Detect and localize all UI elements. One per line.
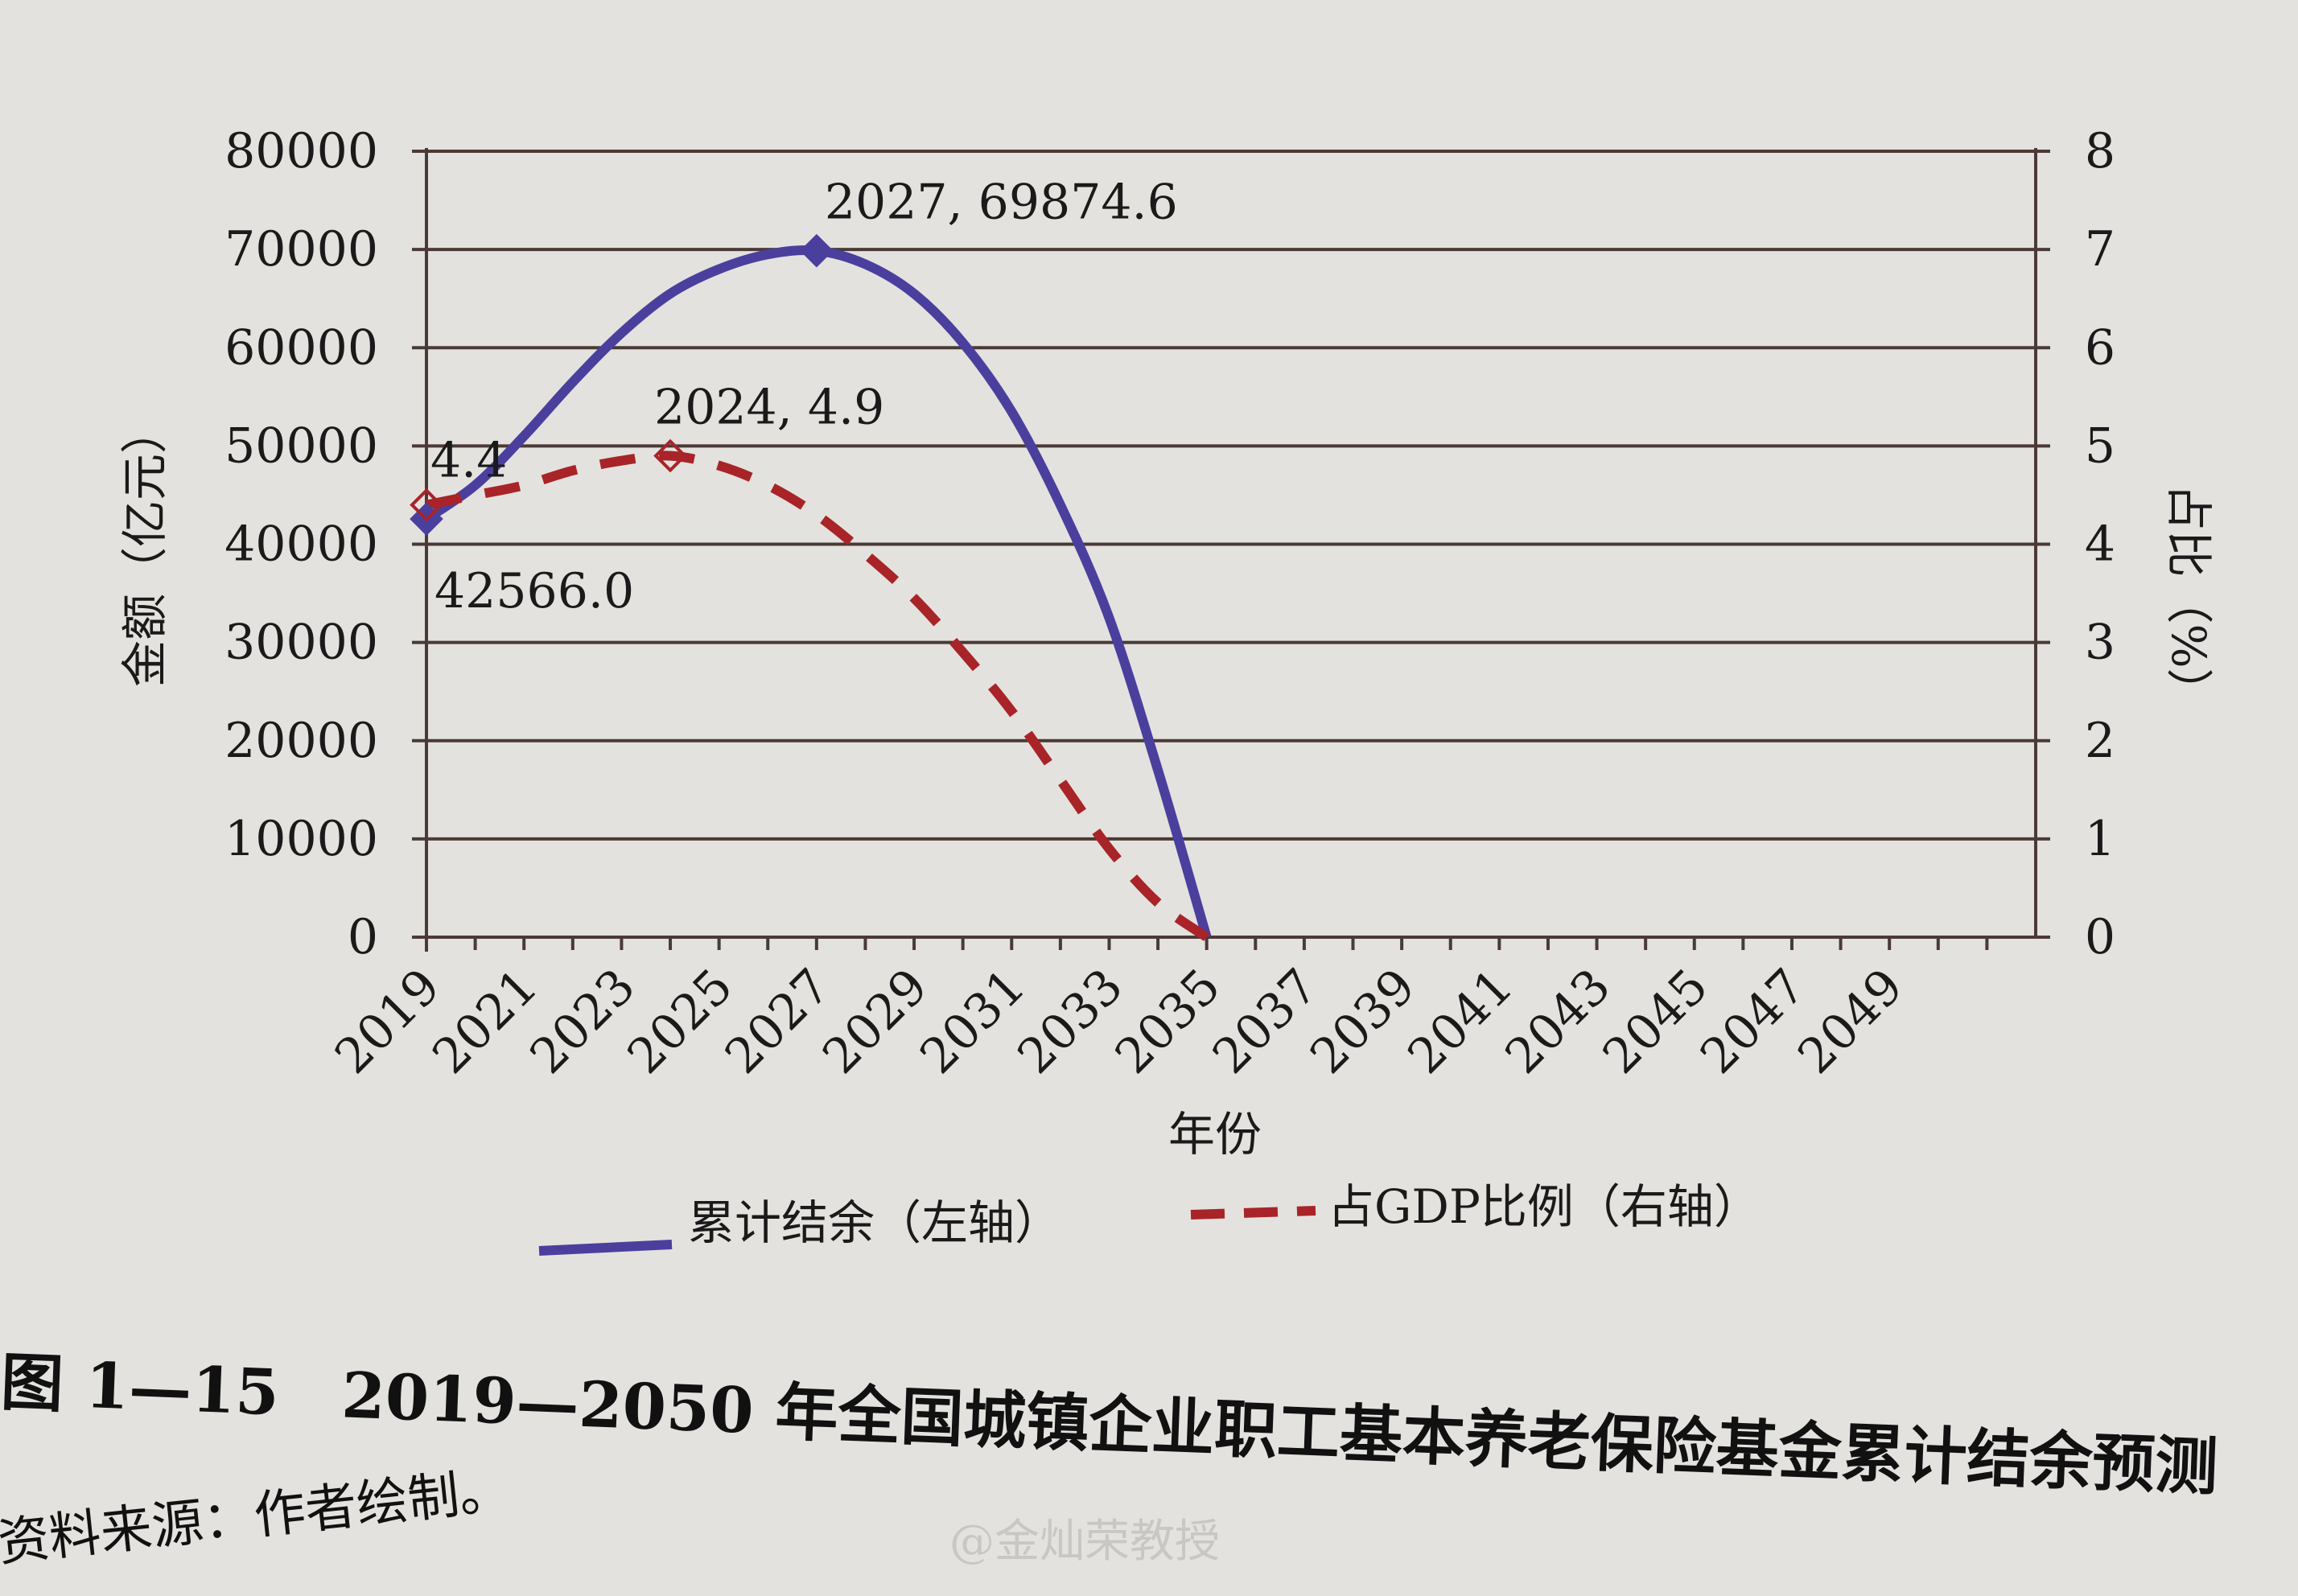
y-axis-right-title: 占比（%）	[2161, 483, 2216, 714]
data-point-marker	[653, 438, 687, 473]
y-left-tick-label: 10000	[224, 811, 378, 867]
x-tick-label: 2021	[422, 958, 548, 1084]
data-label: 2024, 4.9	[654, 380, 884, 436]
y-right-tick-label: 5	[2085, 418, 2115, 474]
x-tick-label: 2047	[1690, 958, 1816, 1084]
y-left-tick-label: 20000	[224, 713, 378, 769]
legend-swatch-balance	[538, 1240, 673, 1256]
y-right-tick-label: 6	[2085, 319, 2115, 376]
x-tick-label: 2025	[617, 958, 743, 1084]
y-left-tick-label: 0	[348, 909, 378, 965]
x-tick-label: 2033	[1007, 958, 1134, 1084]
x-tick-label: 2035	[1105, 958, 1231, 1084]
y-right-tick-label: 3	[2085, 615, 2115, 671]
series-layer	[423, 245, 1212, 941]
y-right-tick-label: 4	[2085, 516, 2115, 573]
axes	[425, 148, 2050, 952]
data-point-marker	[800, 233, 834, 268]
data-label: 2027, 69874.6	[825, 175, 1178, 231]
x-tick-label: 2043	[1495, 958, 1621, 1084]
x-tick-label: 2039	[1299, 958, 1426, 1084]
x-tick-label: 2029	[812, 958, 938, 1084]
y-left-tick-label: 60000	[224, 319, 378, 376]
y-right-tick-label: 1	[2085, 811, 2115, 867]
y-left-tick-label: 70000	[224, 221, 378, 278]
y-left-tick-label: 40000	[224, 516, 378, 573]
x-tick-label: 2041	[1397, 958, 1523, 1084]
y-right-tick-label: 7	[2085, 221, 2115, 278]
legend: 累计结余（左轴） 占GDP比例（右轴）	[538, 1179, 1761, 1256]
data-point-marker	[410, 487, 443, 522]
y-axis-left-title: 金额（亿元）	[117, 407, 172, 687]
x-tick-label: 2023	[520, 958, 646, 1084]
figure-source: 资料来源：作者绘制。	[0, 1460, 513, 1573]
y-left-tick-label: 80000	[224, 123, 378, 179]
series-line-balance	[423, 245, 1212, 939]
watermark: @金灿荣教授	[949, 1516, 1220, 1568]
x-tick-label: 2037	[1202, 958, 1328, 1084]
annotations: 2027, 69874.6 42566.0 2024, 4.9 4.4	[410, 175, 1178, 619]
x-tick-label: 2045	[1592, 958, 1719, 1084]
legend-swatch-gdp-ratio	[1190, 1206, 1316, 1220]
y-left-tick-label: 30000	[224, 615, 378, 671]
x-axis-title: 年份	[1168, 1107, 1262, 1162]
series-line-gdp-ratio	[425, 450, 1210, 941]
data-label: 4.4	[430, 433, 507, 489]
x-tick-label: 2027	[715, 958, 841, 1084]
y-right-tick-label: 2	[2085, 713, 2115, 769]
gridlines	[412, 150, 2036, 939]
legend-label-gdp-ratio: 占GDP比例（右轴）	[1328, 1179, 1761, 1234]
x-tick-label: 2049	[1787, 958, 1913, 1084]
data-label: 42566.0	[434, 563, 634, 619]
y-left-tick-label: 50000	[224, 418, 378, 474]
y-right-tick-label: 0	[2085, 909, 2115, 965]
legend-label-balance: 累计结余（左轴）	[688, 1195, 1061, 1250]
x-tick-label: 2031	[909, 958, 1036, 1084]
y-right-tick-label: 8	[2085, 123, 2115, 179]
x-tick-label: 2019	[324, 958, 451, 1084]
